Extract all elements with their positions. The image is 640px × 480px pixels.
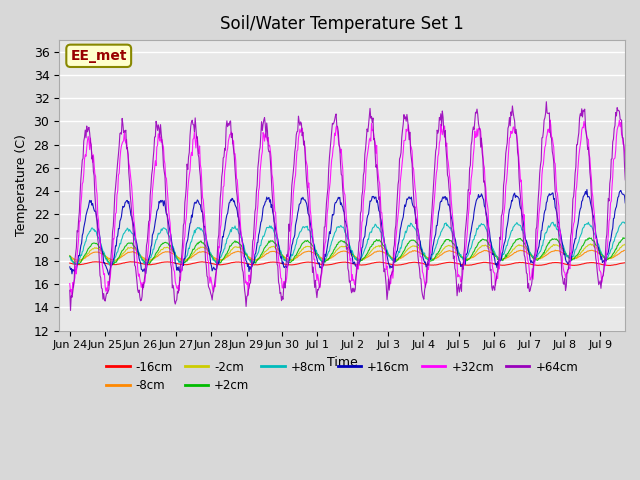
Text: EE_met: EE_met (70, 49, 127, 63)
Legend: -16cm, -8cm, -2cm, +2cm, +8cm, +16cm, +32cm, +64cm: -16cm, -8cm, -2cm, +2cm, +8cm, +16cm, +3… (101, 356, 583, 397)
Y-axis label: Temperature (C): Temperature (C) (15, 134, 28, 236)
Title: Soil/Water Temperature Set 1: Soil/Water Temperature Set 1 (220, 15, 464, 33)
X-axis label: Time: Time (326, 356, 358, 369)
